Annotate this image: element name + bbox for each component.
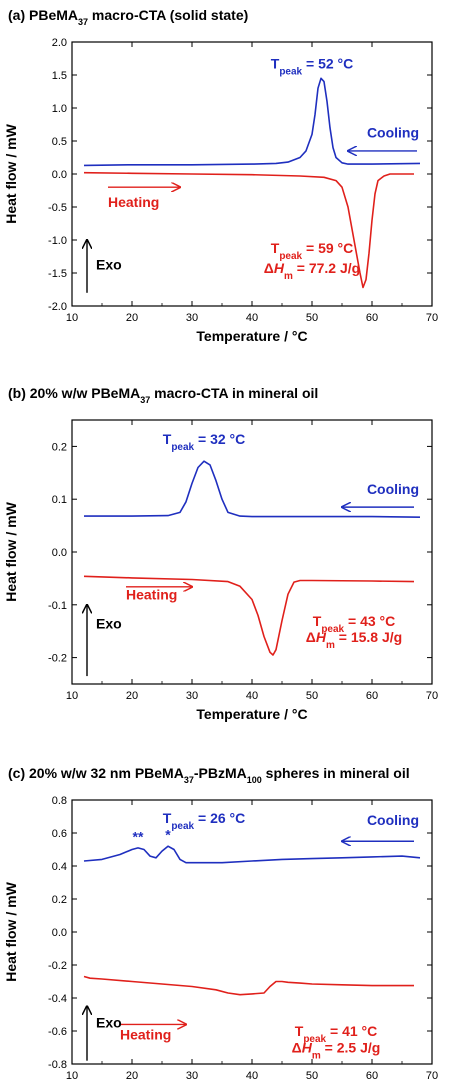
- exo-label-label: Exo: [96, 1015, 122, 1031]
- x-tick-label: 30: [186, 690, 198, 702]
- heating-label-label: Heating: [126, 587, 177, 603]
- x-tick-label: 50: [306, 690, 318, 702]
- chart-panel-1: (a) PBeMA37 macro-CTA (solid state) 10 20 3…: [3, 7, 438, 344]
- chart-title: (c) 20% w/w 32 nm PBeMA37-PBzMA100 spher…: [8, 765, 410, 785]
- x-tick-label: 70: [426, 1070, 438, 1082]
- chart-title: (a) PBeMA37 macro-CTA (solid state): [8, 7, 248, 27]
- cooling-label-label: Cooling: [367, 481, 419, 497]
- chart-panel-3: (c) 20% w/w 32 nm PBeMA37-PBzMA100 spher…: [3, 765, 438, 1082]
- y-tick-label: -1.0: [48, 235, 67, 247]
- enthalpy-label: ΔHm = 15.8 J/g: [306, 629, 402, 651]
- y-tick-label: 0.0: [52, 547, 67, 559]
- x-tick-label: 50: [306, 312, 318, 324]
- x-tick-label: 40: [246, 1070, 258, 1082]
- y-tick-label: 0.8: [52, 795, 67, 807]
- y-tick-label: 0.2: [52, 441, 67, 453]
- heating-label-label: Heating: [120, 1026, 171, 1042]
- x-tick-label: 40: [246, 690, 258, 702]
- peak-marker-label: *: [165, 827, 171, 843]
- enthalpy-label: ΔHm = 77.2 J/g: [264, 260, 360, 282]
- cooling-peak-label: Tpeak = 32 °C: [163, 431, 246, 453]
- heating-peak-label: Tpeak = 41 °C: [295, 1023, 378, 1045]
- y-tick-label: -0.2: [48, 653, 67, 665]
- x-tick-label: 20: [126, 690, 138, 702]
- shoulder-marker-label: **: [133, 828, 144, 844]
- y-tick-label: 1.5: [52, 70, 67, 82]
- x-tick-label: 60: [366, 1070, 378, 1082]
- x-tick-label: 40: [246, 312, 258, 324]
- x-tick-label: 20: [126, 312, 138, 324]
- chart-panel-2: (b) 20% w/w PBeMA37 macro-CTA in mineral…: [3, 385, 438, 722]
- x-tick-label: 60: [366, 312, 378, 324]
- x-tick-label: 10: [66, 690, 78, 702]
- series-line-cooling: [84, 460, 421, 518]
- y-axis-title: Heat flow / mW: [3, 881, 19, 981]
- x-tick-label: 10: [66, 312, 78, 324]
- x-tick-label: 50: [306, 1070, 318, 1082]
- enthalpy-label: ΔHm = 2.5 J/g: [292, 1039, 381, 1061]
- series-line-heating: [83, 171, 414, 289]
- cooling-peak-label: Tpeak = 26 °C: [163, 810, 246, 832]
- y-tick-label: 0.5: [52, 136, 67, 148]
- exo-label-label: Exo: [96, 257, 122, 273]
- y-tick-label: 1.0: [52, 103, 67, 115]
- y-tick-label: -0.5: [48, 202, 67, 214]
- heating-peak-label: Tpeak = 43 °C: [313, 613, 396, 635]
- x-tick-label: 70: [426, 690, 438, 702]
- y-tick-label: 0.1: [52, 494, 67, 506]
- y-tick-label: -0.6: [48, 1026, 67, 1038]
- y-tick-label: 0.0: [52, 927, 67, 939]
- y-axis-title: Heat flow / mW: [3, 123, 19, 223]
- y-axis-title: Heat flow / mW: [3, 501, 19, 601]
- cooling-label-label: Cooling: [367, 812, 419, 828]
- y-tick-label: -0.8: [48, 1059, 67, 1071]
- x-tick-label: 30: [186, 312, 198, 324]
- series-line-heating: [83, 575, 415, 656]
- series-line-cooling: [83, 845, 421, 864]
- x-tick-label: 70: [426, 312, 438, 324]
- x-tick-label: 60: [366, 690, 378, 702]
- x-tick-label: 10: [66, 1070, 78, 1082]
- x-axis-title: Temperature / °C: [196, 706, 307, 722]
- exo-label-label: Exo: [96, 616, 122, 632]
- y-tick-label: 0.2: [52, 894, 67, 906]
- cooling-label-label: Cooling: [367, 125, 419, 141]
- series-line-cooling: [83, 77, 421, 167]
- y-tick-label: 0.4: [52, 861, 67, 873]
- series-line-heating: [83, 975, 414, 996]
- y-tick-label: -0.1: [48, 600, 67, 612]
- cooling-peak-label: Tpeak = 52 °C: [271, 55, 354, 77]
- y-tick-label: 0.0: [52, 169, 67, 181]
- y-tick-label: -0.4: [48, 993, 67, 1005]
- heating-peak-label: Tpeak = 59 °C: [271, 240, 354, 262]
- x-tick-label: 20: [126, 1070, 138, 1082]
- y-tick-label: -2.0: [48, 301, 67, 313]
- x-tick-label: 30: [186, 1070, 198, 1082]
- y-tick-label: -0.2: [48, 960, 67, 972]
- x-axis-title: Temperature / °C: [196, 328, 307, 344]
- y-tick-label: 2.0: [52, 37, 67, 49]
- chart-title: (b) 20% w/w PBeMA37 macro-CTA in mineral…: [8, 385, 318, 405]
- y-tick-label: -1.5: [48, 268, 67, 280]
- y-tick-label: 0.6: [52, 828, 67, 840]
- heating-label-label: Heating: [108, 194, 159, 210]
